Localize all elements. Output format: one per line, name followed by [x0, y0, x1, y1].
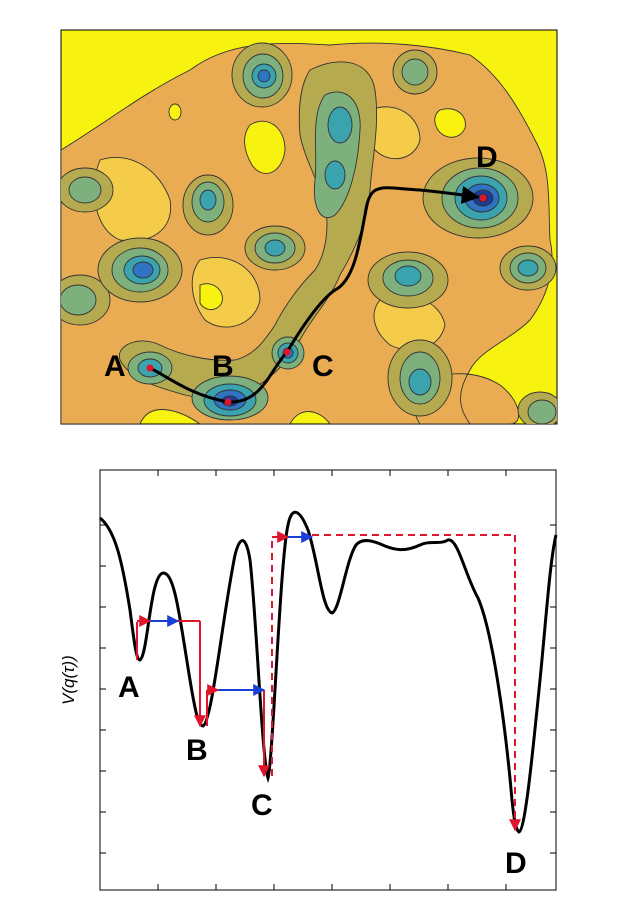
contour-blue-topleft — [257, 69, 271, 83]
contour-peak-island-3 — [199, 283, 223, 311]
y-axis-label: V(q(τ)) — [59, 655, 78, 705]
contour-peak-island-2 — [434, 108, 466, 138]
contour-teal-midright — [394, 265, 422, 287]
profile-frame — [99, 469, 557, 891]
contour-blue-a — [132, 261, 154, 279]
contour-teal-band-1 — [327, 106, 353, 144]
contour-teal-bottom-right — [408, 368, 432, 396]
marker-a — [146, 364, 154, 372]
contour-teal-left — [199, 189, 217, 211]
marker-d — [479, 194, 487, 202]
label-a: A — [104, 350, 126, 383]
contour-green-left-edge — [61, 284, 97, 316]
profile-label-c: C — [251, 789, 273, 822]
contour-green-upper-left — [68, 176, 102, 204]
contour-teal-right — [517, 259, 539, 277]
marker-c — [283, 348, 291, 356]
contour-map-panel: A B C D — [60, 29, 558, 425]
profile-label-d: D — [505, 847, 527, 880]
label-c: C — [312, 350, 334, 383]
profile-label-b: B — [186, 734, 208, 767]
label-b: B — [212, 350, 234, 383]
contour-peak-island-4 — [168, 103, 182, 121]
contour-teal-band-2 — [324, 160, 346, 190]
potential-curve — [99, 511, 558, 834]
y-ticks — [100, 524, 556, 854]
x-ticks — [157, 470, 507, 890]
contour-peak-island-1 — [244, 120, 286, 174]
label-d: D — [476, 141, 498, 174]
marker-b — [224, 398, 232, 406]
contour-teal-center — [264, 239, 286, 257]
profile-label-a: A — [118, 671, 140, 704]
contour-green-topright — [401, 58, 429, 86]
blue-transition-arrows — [150, 531, 314, 696]
red-transition-paths — [136, 531, 521, 832]
contour-green-corner — [527, 399, 557, 424]
energy-profile-panel: V(q(τ)) A B C D — [59, 469, 558, 891]
